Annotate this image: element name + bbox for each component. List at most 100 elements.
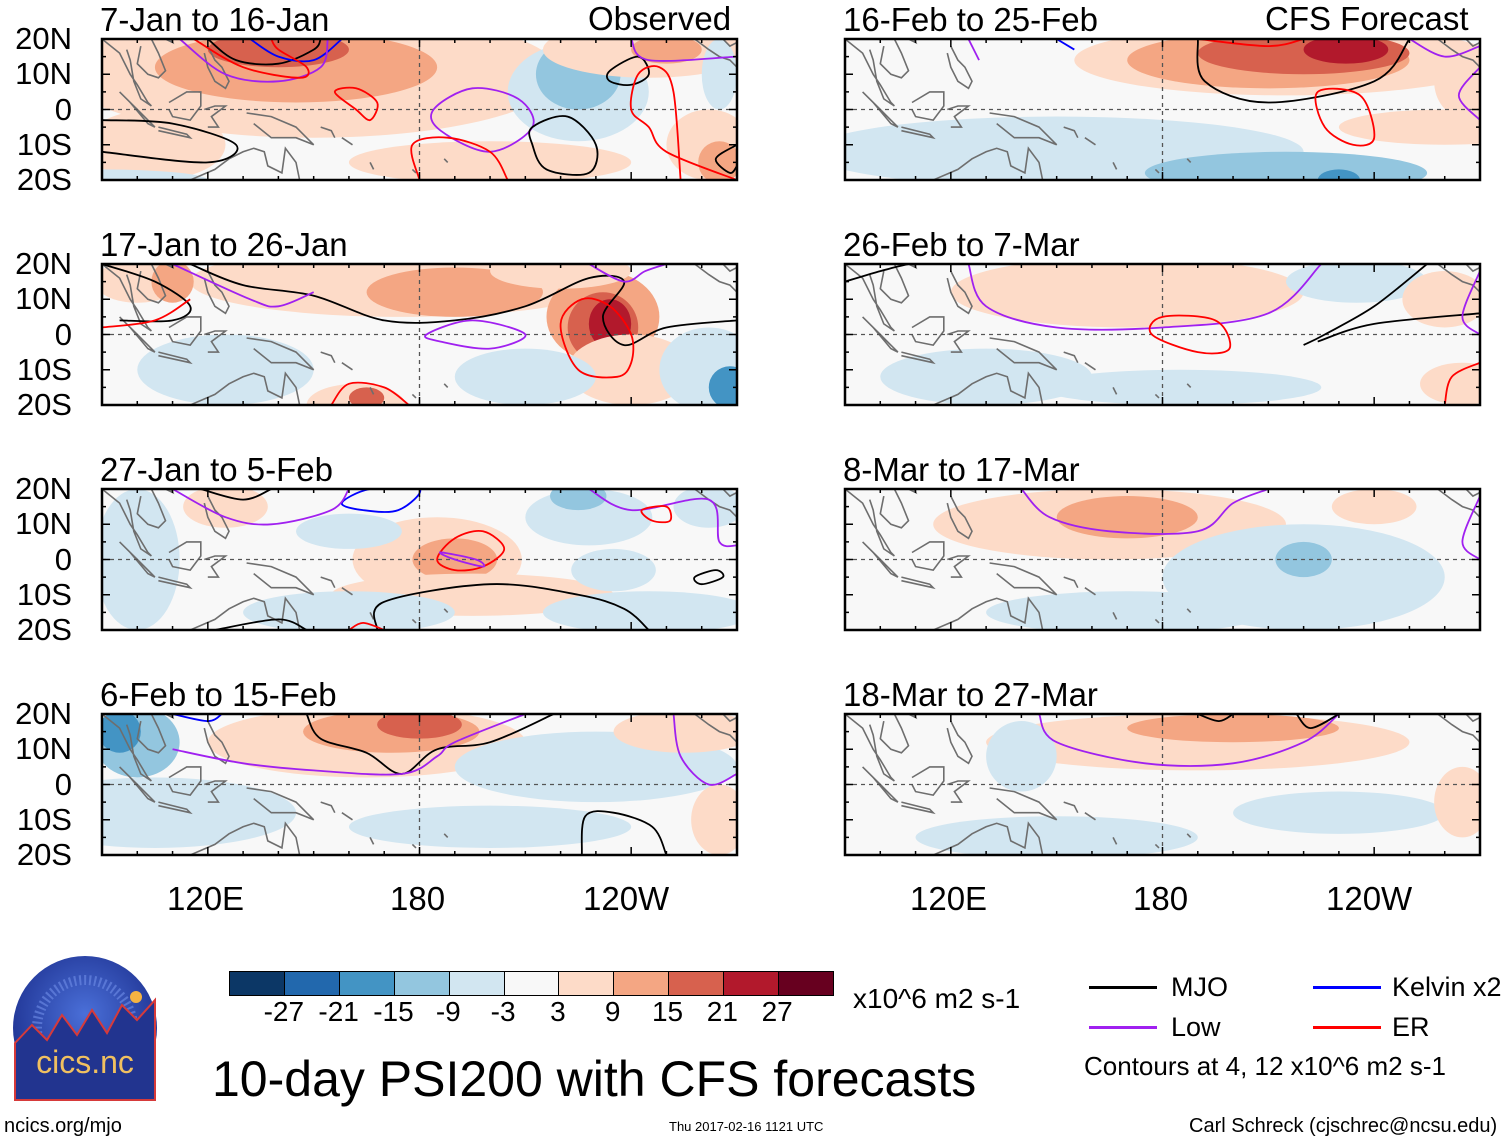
wave-contour — [714, 143, 737, 174]
coastline — [845, 714, 895, 782]
legend-label-er: ER — [1392, 1012, 1430, 1042]
coastline — [136, 489, 167, 529]
psi-anomaly-shading — [1039, 369, 1322, 405]
coastline — [119, 766, 156, 803]
wave-contour — [1409, 39, 1480, 58]
coastline — [862, 91, 899, 128]
source-url[interactable]: ncics.org/mjo — [4, 1115, 122, 1137]
colorbar-swatch — [558, 972, 614, 995]
coastline — [901, 801, 936, 815]
coastline — [1186, 608, 1192, 613]
wave-contour — [410, 136, 509, 180]
psi-anomaly-shading — [1402, 271, 1480, 328]
wave-contour — [423, 319, 527, 350]
coastline — [136, 39, 167, 79]
coastline — [1084, 362, 1096, 371]
wave-contour — [1317, 312, 1480, 343]
coastline — [443, 833, 449, 838]
lon-tick-left-180: 180 — [390, 880, 446, 917]
psi-anomaly-shading — [986, 591, 1269, 630]
coastline — [947, 330, 971, 353]
wave-contour — [172, 264, 315, 308]
coastline — [119, 91, 156, 128]
map-panel-forecast-2 — [843, 262, 1482, 407]
wave-contour — [1461, 270, 1480, 336]
colorbar-swatch — [778, 972, 833, 995]
psi-anomaly-shading — [377, 714, 462, 739]
coastline — [189, 821, 301, 855]
coastline — [989, 562, 1058, 596]
lat-tick-label: 20N — [15, 21, 72, 56]
coastline — [168, 316, 202, 346]
author-credit: Carl Schreck (cjschrec@ncsu.edu) — [1189, 1115, 1498, 1137]
coastline — [1063, 126, 1079, 139]
coastline — [989, 112, 1058, 146]
lat-tick-label: 20N — [15, 696, 72, 731]
colorbar-tick-label: -21 — [318, 996, 359, 1027]
observed-label: Observed — [588, 0, 732, 37]
psi-anomaly-shading — [348, 387, 385, 405]
coastline — [246, 337, 315, 371]
coastline — [862, 541, 899, 578]
map-panel-forecast-4 — [843, 712, 1482, 857]
wave-contour — [1056, 39, 1075, 51]
wave-contour — [172, 714, 526, 776]
psi-anomaly-shading — [543, 591, 737, 630]
lat-tick-label: 0 — [54, 91, 72, 127]
coastline — [320, 126, 336, 139]
wave-contour — [845, 264, 909, 283]
wave-contour — [1196, 39, 1411, 104]
coastline — [946, 720, 973, 765]
coastline — [411, 168, 417, 174]
coastline — [1112, 837, 1118, 845]
coastline — [845, 264, 895, 332]
coastline — [341, 812, 353, 821]
wave-contour — [214, 618, 307, 630]
coastline — [1186, 833, 1192, 838]
coastline — [1465, 714, 1480, 723]
coastline — [1437, 489, 1480, 518]
coastline — [694, 264, 737, 293]
coastline — [203, 45, 230, 90]
lat-tick-label: 10S — [16, 801, 72, 837]
legend-label-kelvin: Kelvin x2 — [1392, 972, 1502, 1002]
coastline — [102, 714, 152, 782]
coastline — [1112, 612, 1118, 620]
map-panel-observed-4 — [100, 712, 739, 857]
colorbar-swatch — [723, 972, 779, 995]
coastline — [1154, 393, 1160, 399]
coastline — [862, 316, 899, 353]
colorbar-swatch — [503, 972, 559, 995]
wave-contour — [330, 381, 410, 405]
coastline — [320, 576, 336, 589]
colorbar-tick-label: 15 — [651, 996, 684, 1027]
coastline — [1063, 801, 1079, 814]
coastline — [989, 787, 1058, 821]
psi-anomaly-shading — [950, 264, 1304, 328]
psi-anomaly-shading — [1303, 39, 1389, 64]
coastline — [443, 608, 449, 613]
colorbar-swatch — [668, 972, 724, 995]
coastline — [246, 112, 315, 146]
lon-tick-right-120w: 120W — [1326, 880, 1413, 917]
coastline — [911, 766, 945, 796]
coastline — [136, 264, 167, 304]
coastline — [932, 596, 1044, 630]
legend-label-low: Low — [1171, 1012, 1221, 1042]
coastline — [1437, 714, 1480, 743]
colorbar-swatch — [448, 972, 504, 995]
wave-contour — [588, 264, 667, 283]
psi-anomaly-shading — [1144, 151, 1428, 180]
cics-logo: cics.nc — [13, 956, 157, 1101]
wave-contour — [179, 39, 329, 83]
coastline — [246, 787, 315, 821]
colorbar-tick-label: 21 — [706, 996, 738, 1027]
legend-swatch-kelvin — [1313, 986, 1381, 989]
coastline — [947, 555, 971, 578]
contours-note: Contours at 4, 12 x10^6 m2 s-1 — [1084, 1051, 1446, 1081]
coastline — [932, 821, 1044, 855]
coastline — [203, 270, 230, 315]
psi-anomaly-shading — [567, 334, 695, 405]
coastline — [845, 39, 895, 107]
